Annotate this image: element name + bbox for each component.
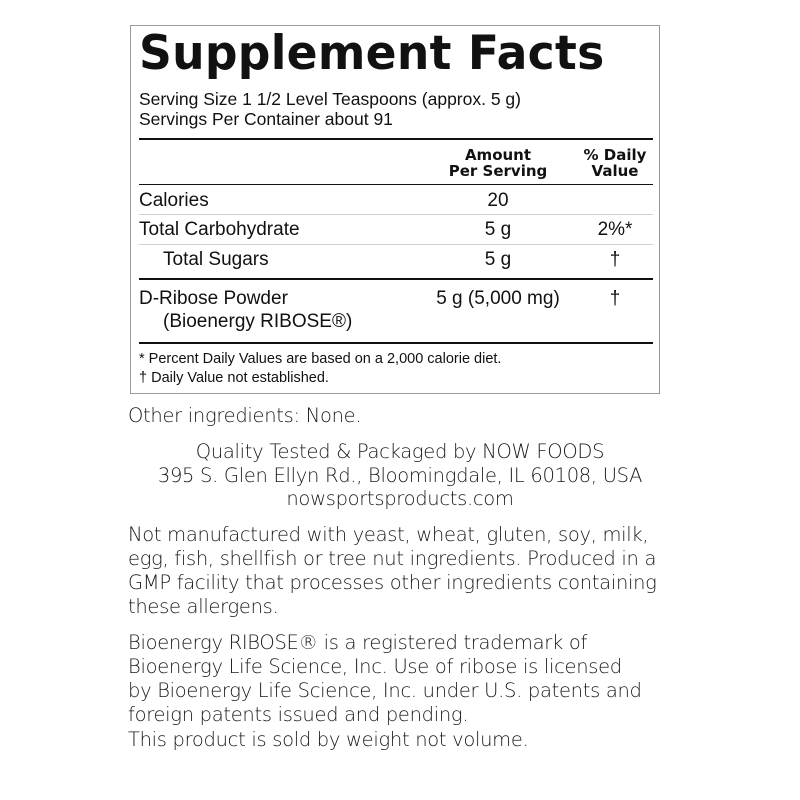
divider	[139, 244, 653, 245]
servings-per-container: Servings Per Container about 91	[139, 109, 393, 129]
manufacturer-line: Quality Tested & Packaged by NOW FOODS	[195, 440, 605, 463]
manufacturer-address: 395 S. Glen Ellyn Rd., Bloomingdale, IL …	[157, 464, 643, 487]
row-name: Calories	[139, 190, 209, 211]
row-amount: 5 g	[484, 219, 512, 240]
serving-size: Serving Size 1 1/2 Level Teaspoons (appr…	[139, 89, 521, 109]
website: nowsportsproducts.com	[286, 487, 514, 510]
supplement-facts-panel: Supplement Facts Serving Size 1 1/2 Leve…	[130, 25, 660, 394]
row-amount: 5 g	[484, 249, 512, 270]
other-ingredients: Other ingredients: None.	[128, 404, 362, 427]
row-amount: 20	[487, 190, 509, 211]
daily-value-header: % Daily Value	[583, 146, 647, 180]
divider	[139, 138, 653, 140]
divider	[139, 278, 653, 280]
row-amount: 5 g (5,000 mg)	[436, 288, 560, 309]
footnote: * Percent Daily Values are based on a 2,…	[139, 351, 502, 367]
divider	[139, 342, 653, 344]
divider	[139, 214, 653, 215]
row-name: Total Sugars	[163, 249, 269, 270]
row-dv: †	[609, 288, 621, 309]
footnote: † Daily Value not established.	[139, 370, 329, 386]
weight-statement: This product is sold by weight not volum…	[128, 728, 529, 751]
row-subname: (Bioenergy RIBOSE®)	[163, 311, 353, 332]
panel-title: Supplement Facts	[139, 26, 605, 81]
amount-header: Amount Per Serving	[448, 146, 548, 180]
row-dv: †	[609, 249, 621, 270]
allergen-statement: Not manufactured with yeast, wheat, glut…	[128, 523, 657, 618]
divider	[139, 184, 653, 185]
trademark-statement: Bioenergy RIBOSE® is a registered tradem…	[128, 631, 642, 726]
row-name: Total Carbohydrate	[139, 219, 300, 240]
row-name: D-Ribose Powder	[139, 288, 288, 309]
row-dv: 2%*	[597, 219, 633, 240]
